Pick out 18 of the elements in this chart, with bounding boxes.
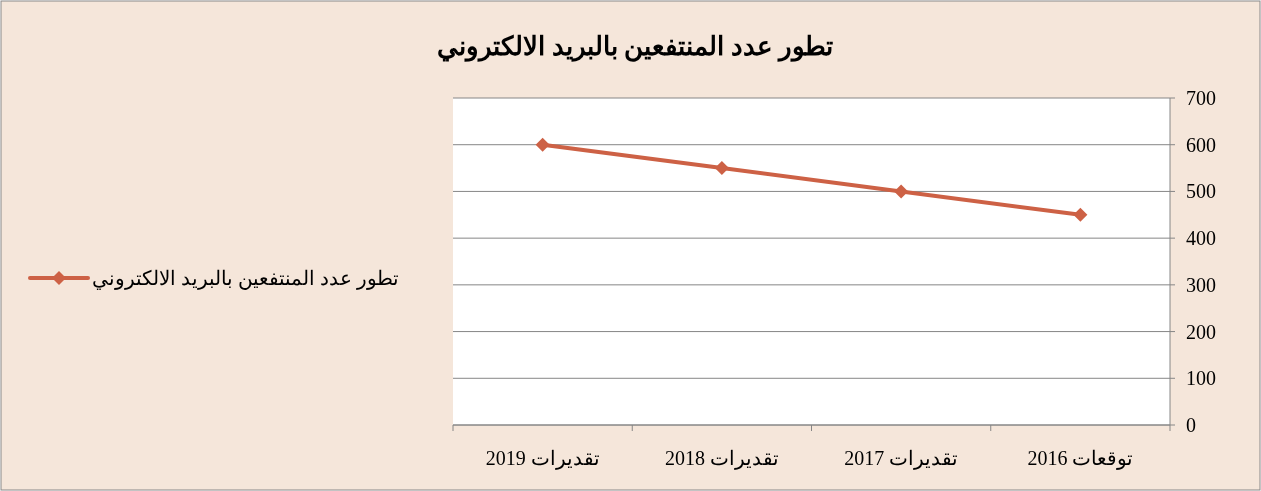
point: [535, 137, 550, 152]
point: [894, 184, 909, 199]
chart-title: تطور عدد المنتفعين بالبريد الالكتروني: [437, 32, 833, 62]
point: [714, 161, 729, 176]
y-tick-label: 500: [1186, 180, 1216, 203]
y-tick-label: 0: [1186, 414, 1196, 436]
y-tick-label: 300: [1186, 273, 1216, 296]
x-tick-label: توقعات 2016: [1027, 447, 1134, 470]
y-tick-label: 100: [1186, 367, 1216, 390]
x-tick-label: تقديرات 2017: [844, 447, 959, 470]
x-tick-label: تقديرات 2019: [485, 447, 600, 470]
y-tick-label: 600: [1186, 133, 1216, 156]
x-tick-label: تقديرات 2018: [664, 447, 779, 470]
y-tick-label: 400: [1186, 227, 1216, 250]
point: [1073, 207, 1088, 222]
y-tick-label: 200: [1186, 320, 1216, 343]
legend-label: تطور عدد المنتفعين بالبريد الالكتروني: [92, 267, 399, 290]
y-tick-label: 700: [1186, 87, 1216, 109]
